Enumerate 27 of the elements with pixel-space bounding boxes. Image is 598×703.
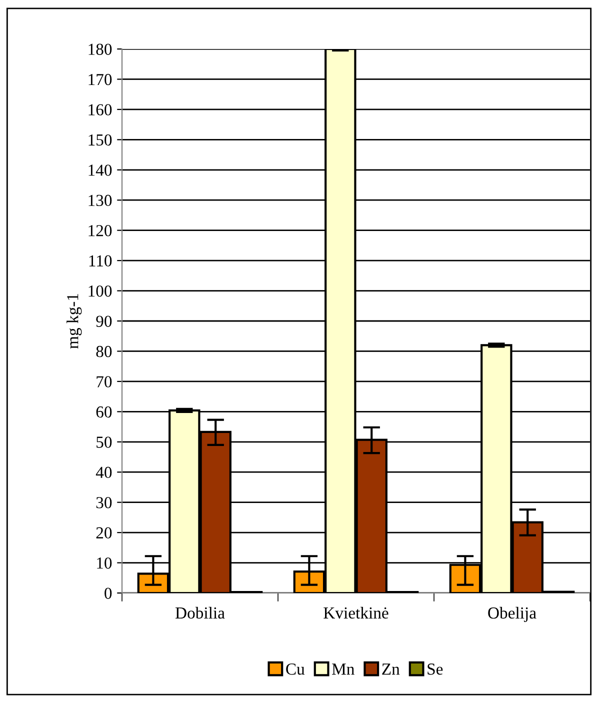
y-tick-label: 180 <box>88 44 112 55</box>
y-axis-title: mg kg-1 <box>66 294 82 349</box>
y-tick-label: 90 <box>96 316 112 327</box>
y-tick-label: 160 <box>88 104 112 116</box>
legend-label: Cu <box>286 664 305 675</box>
y-tick-label: 70 <box>96 376 112 388</box>
y-tick-label: 10 <box>97 557 112 569</box>
y-tick-label: 150 <box>88 134 112 146</box>
y-tick-label: 20 <box>96 527 112 538</box>
y-tick-label: 110 <box>89 255 112 266</box>
y-tick-label: 80 <box>96 346 112 358</box>
y-tick-label: 130 <box>88 194 112 206</box>
y-tick-label: 60 <box>96 406 112 418</box>
legend-label: Zn <box>382 664 400 675</box>
legend-label: Se <box>428 664 443 675</box>
y-tick-label: 30 <box>96 497 112 508</box>
y-tick-label: 50 <box>96 436 112 448</box>
y-tick-label: 140 <box>88 164 112 176</box>
y-tick-label: 40 <box>96 466 112 478</box>
y-tick-label: 100 <box>88 285 112 297</box>
y-tick-label: 170 <box>88 74 112 86</box>
y-tick-label: 0 <box>104 588 112 599</box>
x-tick-label: Obelija <box>488 606 536 622</box>
legend-label: Mn <box>332 664 354 675</box>
x-tick-label: Kvietkinė <box>324 606 388 619</box>
y-tick-label: 120 <box>88 225 112 236</box>
x-tick-label: Dobilia <box>175 606 225 619</box>
